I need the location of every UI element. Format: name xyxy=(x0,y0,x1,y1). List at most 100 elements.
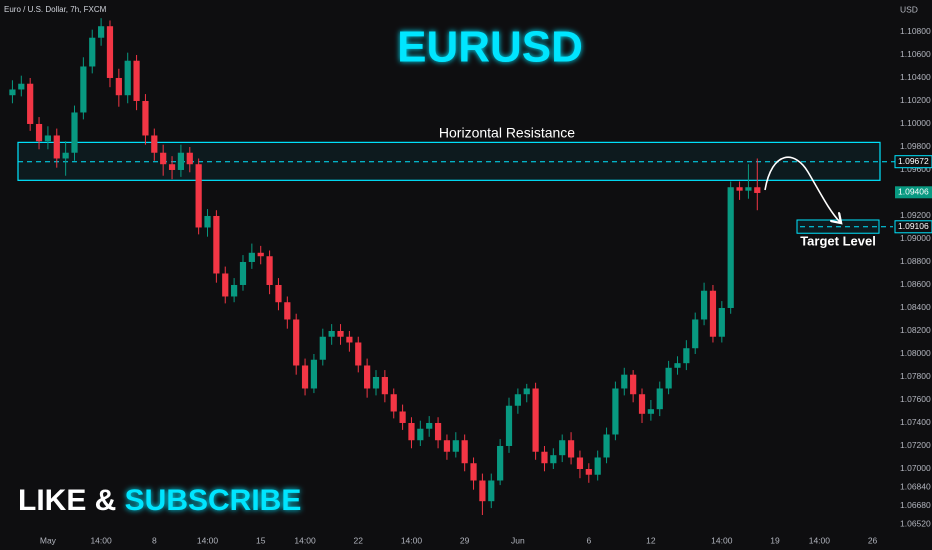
candle-body xyxy=(89,37,96,67)
candle-body xyxy=(186,152,193,165)
candle-body xyxy=(417,428,424,441)
y-tick-label: 1.07200 xyxy=(900,440,931,450)
promo: LIKE & SUBSCRIBE xyxy=(18,484,301,517)
candle-body xyxy=(98,26,105,38)
y-tick-label: 1.09600 xyxy=(900,164,931,174)
y-tick-label: 1.09000 xyxy=(900,233,931,243)
promo-subscribe: SUBSCRIBE xyxy=(125,484,302,517)
candle-body xyxy=(142,100,149,136)
candle-body xyxy=(736,187,743,191)
candle-body xyxy=(612,388,619,435)
x-tick-label: 14:00 xyxy=(90,535,112,545)
x-tick-label: 6 xyxy=(586,535,591,545)
candle-body xyxy=(594,457,601,475)
promo-like: LIKE & xyxy=(18,484,125,517)
candle-body xyxy=(71,112,78,153)
candle-body xyxy=(275,284,282,303)
candle-body xyxy=(35,123,43,142)
y-tick-label: 1.06840 xyxy=(900,482,931,492)
last-price-box xyxy=(895,186,932,199)
y-tick-label: 1.07000 xyxy=(900,463,931,473)
candle-body xyxy=(541,451,548,464)
y-tick-label: 1.07400 xyxy=(900,417,931,427)
candle-body xyxy=(133,60,140,101)
x-tick-label: 14:00 xyxy=(294,535,316,545)
x-tick-label: 8 xyxy=(152,535,157,545)
candle-body xyxy=(27,83,34,124)
candle-body xyxy=(53,135,60,159)
candle-body xyxy=(408,422,415,441)
candle-body xyxy=(346,336,353,343)
candle-body xyxy=(461,440,468,464)
symbol-header: Euro / U.S. Dollar, 7h, FXCM xyxy=(4,5,107,14)
candle-body xyxy=(231,284,238,297)
x-tick-label: 19 xyxy=(770,535,780,545)
candle-body xyxy=(656,388,663,410)
candle-body xyxy=(115,77,122,96)
candle-body xyxy=(44,135,52,142)
candle-body xyxy=(151,135,158,153)
candle-body xyxy=(328,330,335,337)
candle-body xyxy=(266,256,273,285)
x-tick-label: Jun xyxy=(511,535,525,545)
target-price-box xyxy=(894,220,932,234)
candle-body xyxy=(222,273,229,297)
candle-body xyxy=(488,480,495,502)
candle-body xyxy=(674,363,681,368)
candle-body xyxy=(550,455,557,464)
candle-body xyxy=(381,376,388,395)
candle-body xyxy=(630,374,637,395)
candle-body xyxy=(443,440,451,452)
candle-body xyxy=(257,252,264,257)
candle-body xyxy=(727,187,734,308)
candle-body xyxy=(532,388,539,452)
y-tick-label: 1.09800 xyxy=(900,141,931,151)
candle-body xyxy=(576,457,584,469)
candle-body xyxy=(284,302,291,320)
candle-body xyxy=(709,290,717,337)
target-price: 1.09106 xyxy=(898,221,929,231)
currency: USD xyxy=(900,4,918,14)
candle-body xyxy=(479,480,486,502)
y-tick-label: 1.06520 xyxy=(900,518,931,528)
candle-body xyxy=(248,252,255,262)
candle-body xyxy=(160,152,167,165)
candle-body xyxy=(310,359,318,389)
candle-body xyxy=(177,152,185,170)
candle-body xyxy=(665,367,672,389)
candle-body xyxy=(647,409,654,414)
x-tick-label: 14:00 xyxy=(711,535,733,545)
y-tick-label: 1.08000 xyxy=(900,348,931,358)
resistance-label: Horizontal Resistance xyxy=(439,125,575,141)
candle-body xyxy=(745,187,752,191)
candle-body xyxy=(452,440,459,452)
x-tick-label: 14:00 xyxy=(809,535,831,545)
last-price: 1.09406 xyxy=(898,187,929,197)
candle-body xyxy=(399,411,406,423)
candle-body xyxy=(390,394,397,412)
y-tick-label: 1.10600 xyxy=(900,49,931,59)
candle-body xyxy=(319,336,326,360)
y-tick-label: 1.06680 xyxy=(900,500,931,510)
candle-body xyxy=(470,463,477,481)
y-tick-label: 1.10800 xyxy=(900,26,931,36)
candle-body xyxy=(168,164,176,170)
candle-body xyxy=(239,261,247,285)
x-tick-label: 14:00 xyxy=(401,535,423,545)
candle-body xyxy=(497,445,504,481)
resistance-price: 1.09672 xyxy=(898,156,929,166)
candle-body xyxy=(364,365,371,389)
candle-body xyxy=(603,434,610,458)
y-tick-label: 1.08400 xyxy=(900,302,931,312)
candle-body xyxy=(355,342,362,366)
y-tick-label: 1.08800 xyxy=(900,256,931,266)
x-tick-label: 26 xyxy=(868,535,878,545)
candle-body xyxy=(638,394,646,414)
candle-body xyxy=(9,89,16,96)
y-tick-label: 1.08600 xyxy=(900,279,931,289)
x-tick-label: May xyxy=(40,535,57,545)
candle-body xyxy=(754,187,761,193)
y-tick-label: 1.07800 xyxy=(900,371,931,381)
